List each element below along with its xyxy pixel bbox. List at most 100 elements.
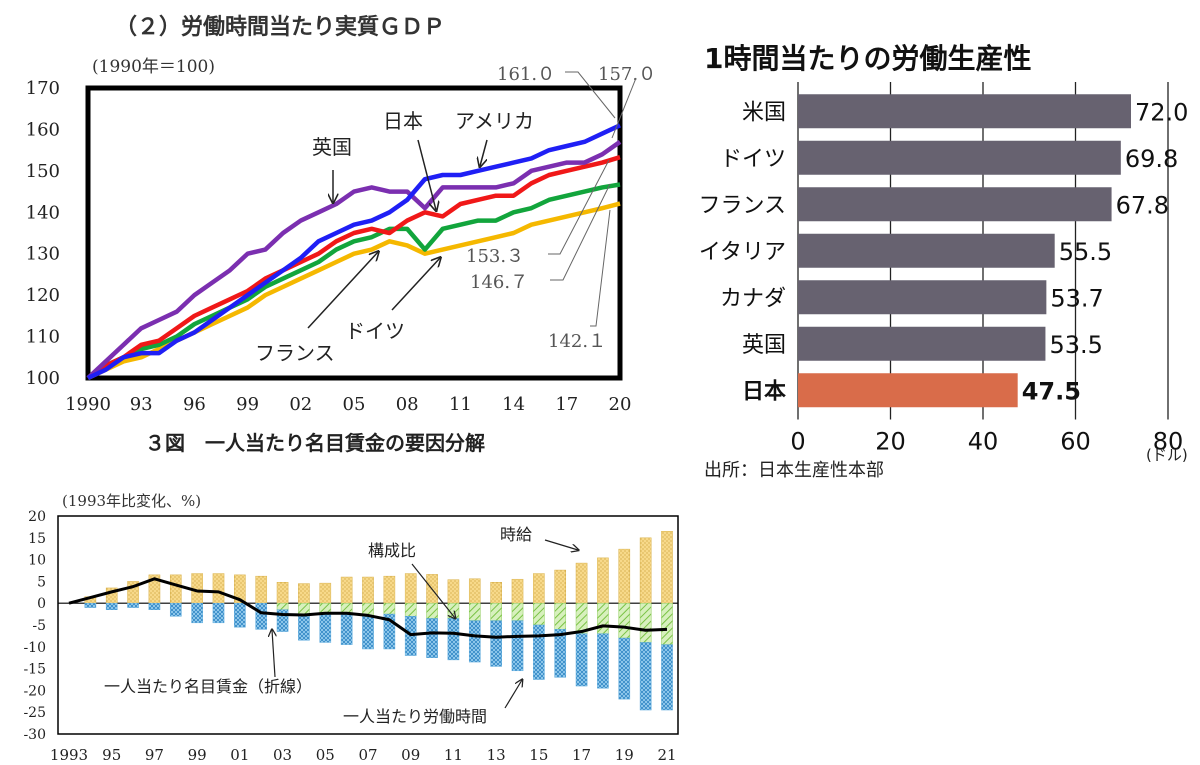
gdp-x-tick-label: 08: [396, 394, 419, 415]
wage-chart-unit-note: (1993年比変化、%): [62, 492, 201, 510]
gdp-x-tick-label: 14: [502, 394, 525, 415]
wage-x-tick-label: 13: [487, 746, 506, 764]
wage-x-tick-label: 15: [529, 746, 548, 764]
wage-plot-frame: [57, 515, 679, 735]
gdp-series-line: [86, 140, 622, 380]
gdp-x-tick-label: 93: [130, 394, 153, 415]
wage-x-tick-label: 07: [358, 746, 377, 764]
gdp-label-germany: ドイツ: [345, 319, 405, 343]
wage-bar-hours: [234, 602, 246, 628]
gdp-y-tick-label: 110: [26, 327, 60, 348]
wage-bar-hours: [426, 618, 438, 658]
wage-bar-hourly: [533, 573, 545, 604]
gdp-series-line: [87, 123, 621, 381]
gdp-label-france: フランス: [255, 341, 335, 365]
wage-bar-hours: [340, 613, 353, 645]
gdp-x-tick-label: 17: [555, 394, 578, 415]
wage-bar-hourly: [511, 578, 524, 604]
wage-bar-hours: [191, 602, 203, 624]
wage-bar-hours: [618, 637, 631, 700]
prod-source: 出所：日本生産性本部: [704, 460, 884, 481]
gdp-x-tick-label: 96: [183, 394, 206, 415]
wage-bar-composition: [618, 602, 631, 639]
wage-label-hours: 一人当たり労働時間: [343, 707, 487, 726]
wage-bar-hourly: [383, 575, 396, 604]
wage-x-tick-label: 09: [401, 746, 420, 764]
gdp-y-tick-label: 130: [26, 244, 60, 265]
wage-bar-hourly: [597, 557, 609, 604]
gdp-arrow-germany: [391, 258, 440, 311]
prod-category-label: 米国: [742, 100, 786, 125]
prod-unit-label: (ドル): [1146, 446, 1188, 464]
wage-x-tick-label: 97: [145, 746, 164, 764]
gdp-series-line: [86, 155, 621, 380]
wage-bar-hourly: [490, 582, 502, 604]
wage-y-tick-label: 5: [37, 574, 46, 590]
wage-label-nominal-wage: 一人当たり名目賃金（折線）: [104, 677, 312, 696]
gdp-arrow-france: [307, 252, 378, 329]
wage-bar-composition: [404, 602, 417, 617]
prod-value-label: 53.5: [1049, 331, 1102, 359]
gdp-chart-title: （２）労働時間当たり実質ＧＤＰ: [115, 14, 445, 40]
wage-bar-hours: [575, 633, 588, 687]
wage-bar-hourly: [468, 578, 481, 604]
wage-arrow-hours: [504, 680, 522, 709]
wage-bar-hours: [533, 624, 545, 680]
wage-bar-hours: [169, 602, 182, 617]
wage-bar-hours: [511, 620, 524, 672]
wage-bar-hourly: [212, 573, 225, 604]
wage-bar-hours: [447, 618, 460, 661]
wage-x-tick-label: 19: [615, 746, 634, 764]
wage-y-tick-label: 20: [28, 509, 46, 525]
wage-x-tick-label: 95: [102, 746, 121, 764]
wage-bar-hours: [661, 644, 673, 711]
gdp-arrow-usa: [480, 139, 488, 166]
prod-value-label: 55.5: [1059, 238, 1112, 266]
gdp-end-labels: 161.０ 157.０ 153.３ 146.７ 142.１: [466, 64, 656, 352]
wage-bar-hours: [148, 602, 161, 610]
prod-bar: [798, 326, 1046, 361]
gdp-per-hour-chart: （２）労働時間当たり実質ＧＤＰ (1990年＝100) 100 110 120 130…: [26, 14, 656, 415]
wage-bar-hourly: [575, 562, 588, 604]
wage-bar-hourly: [340, 576, 353, 604]
gdp-end-label-germany: 146.７: [470, 272, 528, 293]
gdp-series-line: [86, 182, 621, 380]
wage-x-tick-label: 05: [316, 746, 335, 764]
wage-x-tick-label: 1993: [50, 746, 88, 764]
wage-label-hourly: 時給: [500, 525, 532, 544]
gdp-x-tick-label: 02: [289, 394, 312, 415]
gdp-x-tick-label: 11: [449, 394, 472, 415]
gdp-leader-lines: [548, 71, 637, 327]
wage-bar-composition: [426, 602, 438, 619]
wage-y-tick-label: -25: [23, 705, 46, 721]
wage-bar-hours: [554, 629, 567, 678]
prod-bar: [798, 280, 1047, 315]
wage-bar-hours: [276, 609, 289, 632]
wage-x-tick-label: 17: [572, 746, 591, 764]
gdp-series-line: [87, 201, 621, 381]
wage-bar-composition: [490, 602, 502, 621]
prod-bar: [798, 140, 1121, 175]
wage-bar-composition: [276, 602, 289, 610]
wage-bar-hourly: [618, 548, 631, 604]
wage-bar-hourly: [319, 582, 332, 604]
wage-arrow-composition: [411, 563, 455, 618]
wage-x-tick-label: 03: [273, 746, 292, 764]
wage-bar-hours: [362, 616, 374, 650]
gdp-end-label-japan: 153.３: [466, 246, 524, 267]
wage-bar-hours: [597, 633, 609, 689]
prod-category-label: 英国: [742, 333, 786, 358]
prod-category-label: フランス: [698, 193, 786, 218]
wage-bar-hourly: [298, 583, 310, 604]
wage-bar-hourly: [255, 575, 268, 604]
wage-x-tick-label: 99: [188, 746, 207, 764]
wage-bar-composition: [554, 602, 567, 630]
wage-bar-hours: [319, 613, 332, 643]
wage-bar-hours: [255, 602, 268, 630]
wage-arrow-hourly: [544, 539, 578, 550]
prod-x-tick-label: 60: [1060, 428, 1091, 456]
wage-y-tick-label: 15: [28, 531, 46, 547]
wage-bar-hourly: [639, 537, 652, 604]
wage-bar-hours: [127, 602, 139, 608]
wage-y-tick-label: -30: [23, 727, 46, 743]
